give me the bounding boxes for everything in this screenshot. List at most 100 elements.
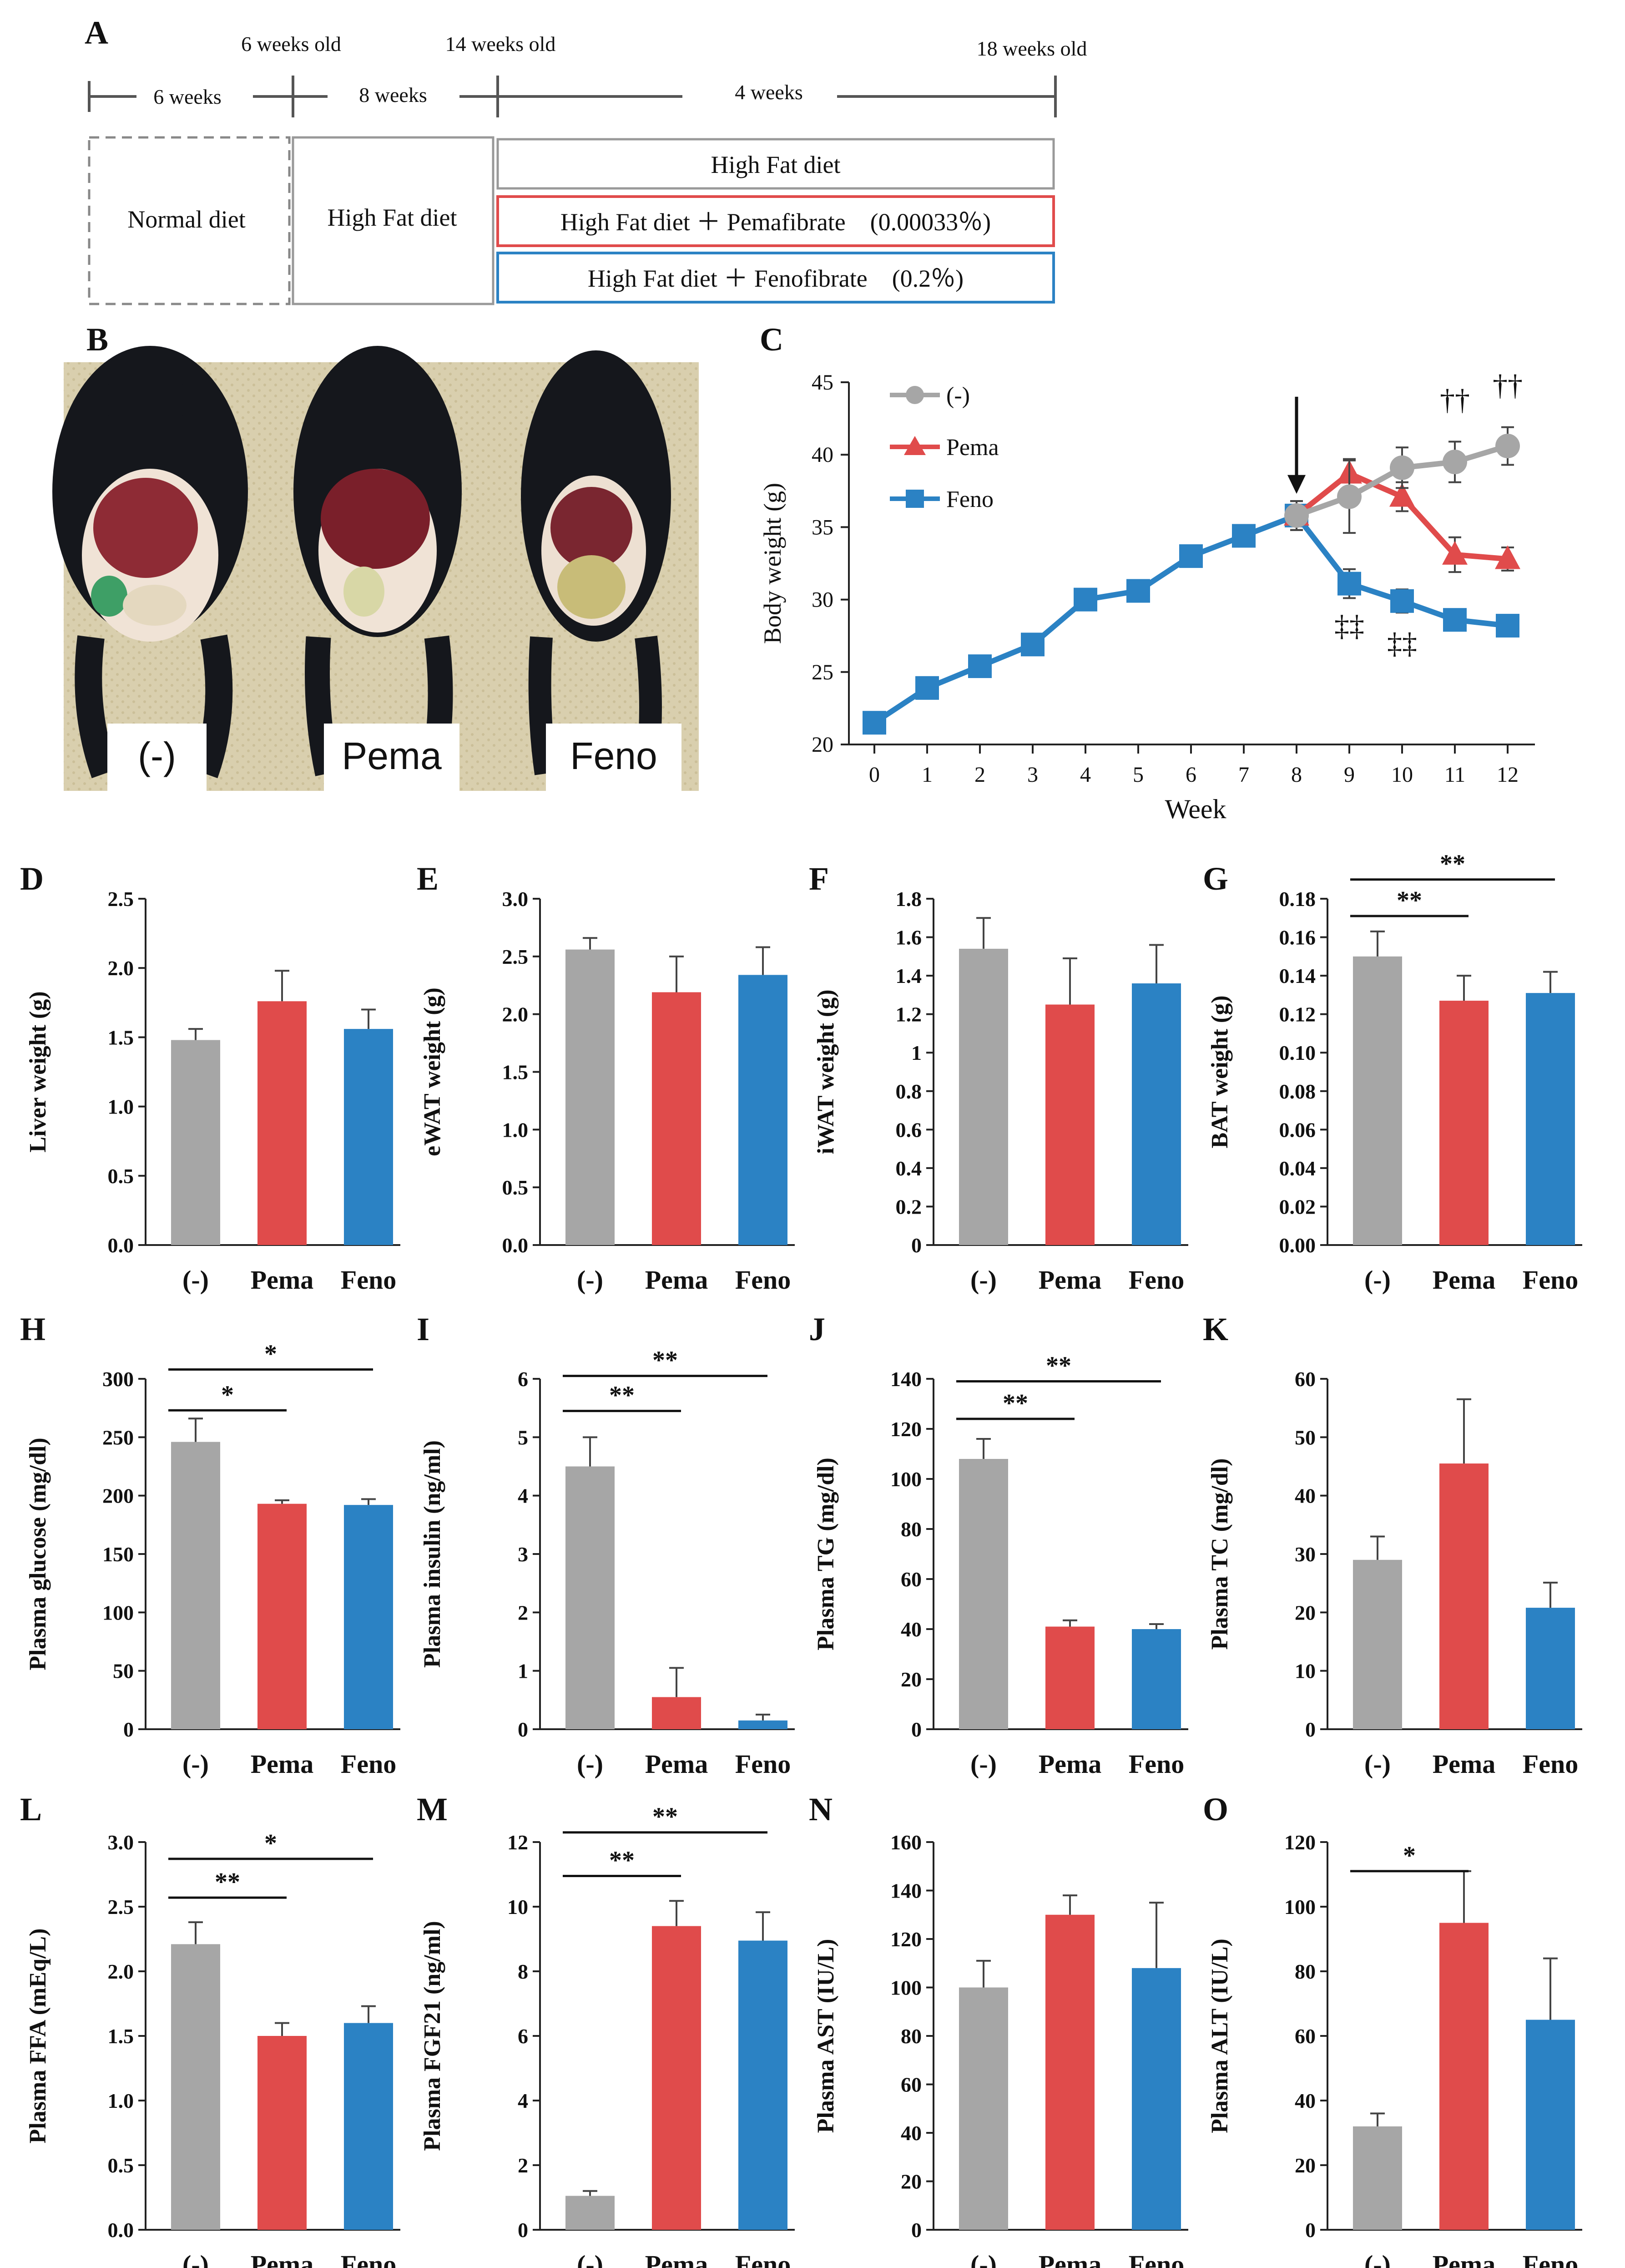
legend-marker-pema xyxy=(904,436,926,455)
bar-control xyxy=(1353,1559,1402,1729)
significance-label: ** xyxy=(609,1847,635,1875)
category-label: Feno xyxy=(735,1749,791,1779)
y-tick-label: 0.18 xyxy=(1279,887,1316,911)
panel-n: N 0 20 40 60 80 100 120 140 160 Plasma AST (IU/L) (… xyxy=(809,1791,1188,2268)
y-axis-label: Plasma TG (mg/dl) xyxy=(813,1458,839,1650)
y-tick-label: 0.04 xyxy=(1279,1157,1316,1180)
category-label: Pema xyxy=(1039,2250,1102,2268)
y-tick-label: 0.0 xyxy=(108,1234,134,1257)
c-x-ticks: 0 1 2 3 4 5 6 7 8 9 10 11 12 xyxy=(869,744,1519,787)
y-tick-label: 1 xyxy=(911,1041,922,1064)
y-tick-label: 1.5 xyxy=(502,1061,529,1084)
y-tick-label: 0.8 xyxy=(896,1080,922,1103)
bar-control xyxy=(565,1466,615,1729)
box-feno xyxy=(496,252,1055,304)
bar-pema xyxy=(257,2036,307,2230)
legend-label-feno: Feno xyxy=(946,486,994,512)
y-tick-label: 20 xyxy=(901,2170,922,2193)
category-label: (-) xyxy=(182,1749,209,1779)
panel-j: J 0 20 40 60 80 100 120 140 Plasma TG (mg/dl) (-) P… xyxy=(809,1311,1188,1779)
category-label: Pema xyxy=(1039,1265,1102,1295)
y-tick-label: 0.5 xyxy=(108,2154,134,2177)
box-pema xyxy=(496,195,1055,247)
y-tick-label: 0.0 xyxy=(502,1234,529,1257)
y-tick-label: 2 xyxy=(518,2154,528,2177)
legend-marker-control xyxy=(906,386,924,404)
y-axis-label: Plasma FGF21 (ng/ml) xyxy=(419,1921,445,2151)
category-label: Feno xyxy=(341,1749,396,1779)
y-tick-label: 12 xyxy=(507,1831,528,1854)
c-significance-mark: ‡‡ xyxy=(1387,627,1417,660)
bar-feno xyxy=(1526,993,1575,1245)
y-tick-label: 20 xyxy=(1295,2154,1316,2177)
y-tick-label: 1.0 xyxy=(108,1095,134,1119)
y-tick-label: 1.2 xyxy=(896,1003,922,1026)
category-label: Pema xyxy=(251,1265,314,1295)
significance-label: ** xyxy=(1397,886,1422,915)
c-point-Feno xyxy=(1443,608,1467,632)
category-label: Pema xyxy=(645,1265,708,1295)
mouse-feno xyxy=(521,350,671,775)
significance-label: ** xyxy=(215,1868,240,1896)
y-tick-label: 40 xyxy=(1295,2089,1316,2112)
y-tick-label: 0 xyxy=(1305,1718,1316,1741)
panel-letter-n: N xyxy=(809,1791,833,1828)
y-axis-label: Plasma insulin (ng/ml) xyxy=(419,1440,445,1668)
bar-feno xyxy=(1526,2020,1575,2230)
bar-pema xyxy=(1045,1914,1095,2230)
c-point-Feno xyxy=(1390,589,1414,613)
y-axis-label: eWAT weight (g) xyxy=(419,987,445,1156)
photo-label-feno: Feno xyxy=(570,734,657,777)
y-tick-label: 0.12 xyxy=(1279,1003,1316,1026)
box-hfd-1-label: High Fat diet xyxy=(328,204,457,231)
y-tick-label: 120 xyxy=(1284,1831,1316,1854)
bar-feno xyxy=(1132,1968,1181,2230)
bar-feno xyxy=(344,1029,393,1245)
timeline-mark-14w: 14 weeks old xyxy=(445,32,556,56)
c-legend: (-) Pema Feno xyxy=(890,383,999,512)
panel-o: O 0 20 40 60 80 100 120 Plasma ALT (IU/L) (-) Pema… xyxy=(1203,1791,1582,2268)
y-tick-label: 0.5 xyxy=(108,1164,134,1188)
y-axis-label: Plasma FFA (mEq/L) xyxy=(25,1929,51,2144)
y-tick-label: 0.5 xyxy=(502,1176,529,1199)
photo-label-pema: Pema xyxy=(342,734,442,777)
panel-letter-o: O xyxy=(1203,1791,1228,1828)
mouse-pema xyxy=(293,346,462,776)
panel-a: A 6 weeks old 14 weeks old 18 weeks old … xyxy=(85,15,1087,305)
y-tick-label: 60 xyxy=(901,2073,922,2096)
panel-b: B xyxy=(52,321,699,791)
category-label: (-) xyxy=(182,1265,209,1295)
y-axis-label: BAT weight (g) xyxy=(1207,995,1233,1148)
bar-control xyxy=(959,948,1008,1245)
box-normal-label: Normal diet xyxy=(127,206,245,233)
y-tick-label: 60 xyxy=(1295,2025,1316,2048)
y-tick-label: 1.5 xyxy=(108,1026,134,1049)
y-tick-label: 10 xyxy=(1295,1660,1316,1683)
y-tick-label: 10 xyxy=(507,1895,528,1919)
y-axis-label: Liver weight (g) xyxy=(25,991,51,1152)
panel-letter-c: C xyxy=(760,321,783,358)
category-label: (-) xyxy=(1364,1749,1391,1779)
category-label: Feno xyxy=(1129,2250,1184,2268)
y-tick-label: 0 xyxy=(1305,2218,1316,2242)
bar-pema xyxy=(652,992,701,1245)
category-label: (-) xyxy=(970,1265,997,1295)
legend-label-control: (-) xyxy=(946,383,970,409)
c-arrow-head xyxy=(1287,475,1306,494)
category-label: Feno xyxy=(341,2250,396,2268)
y-axis-label: iWAT weight (g) xyxy=(813,989,839,1154)
panel-letter-f: F xyxy=(809,861,829,897)
significance-label: * xyxy=(1403,1842,1416,1870)
y-tick-label: 2.0 xyxy=(108,957,134,980)
y-tick-label: 0.6 xyxy=(896,1118,922,1141)
c-point-Pema xyxy=(1442,541,1468,565)
y-tick-label: 50 xyxy=(113,1660,134,1683)
bar-pema xyxy=(652,1926,701,2230)
bar-control xyxy=(1353,2126,1402,2230)
y-tick-label: 0.2 xyxy=(896,1195,922,1218)
c-point-Feno xyxy=(915,676,939,700)
c-xtick-label: 7 xyxy=(1238,763,1249,787)
timeline-mark-6w: 6 weeks old xyxy=(241,32,341,56)
y-tick-label: 1.6 xyxy=(896,926,922,949)
